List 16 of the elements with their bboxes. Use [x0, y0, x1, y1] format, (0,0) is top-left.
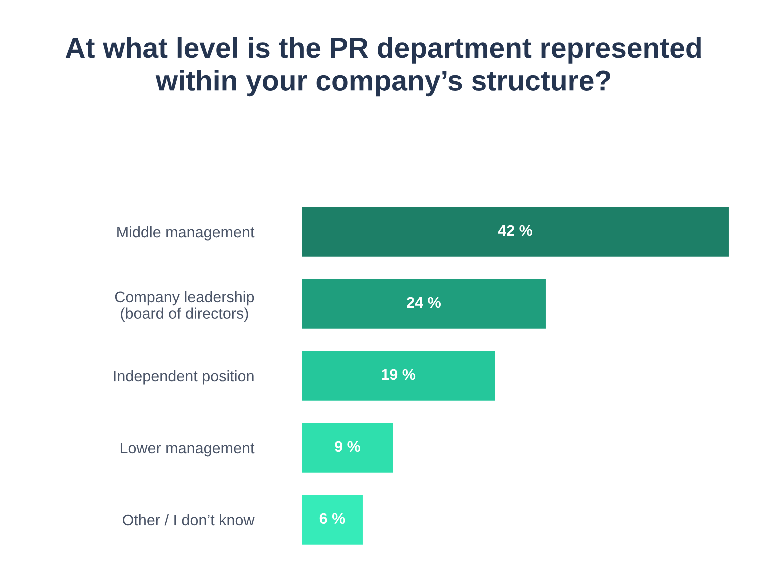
bar [302, 351, 496, 401]
data-label: 24 % [407, 297, 441, 308]
data-label: 9 % [335, 441, 360, 452]
bar [302, 207, 729, 257]
bar [302, 423, 394, 473]
bar [302, 279, 546, 329]
y-tick-label: Other / I don’t know [123, 514, 255, 526]
y-tick-label: Independent position [114, 370, 254, 385]
data-label: 6 % [320, 513, 346, 524]
bar [302, 495, 363, 545]
chart-title: At what level is the PR department represented within your company’s structure? [66, 37, 701, 97]
y-tick-label: Middle management [118, 226, 255, 241]
y-tick-label: Lower management [120, 443, 255, 457]
y-tick-label: Company leadership (board of directors) [115, 291, 254, 322]
data-label: 19 % [382, 369, 416, 380]
data-label: 42 % [498, 225, 532, 236]
